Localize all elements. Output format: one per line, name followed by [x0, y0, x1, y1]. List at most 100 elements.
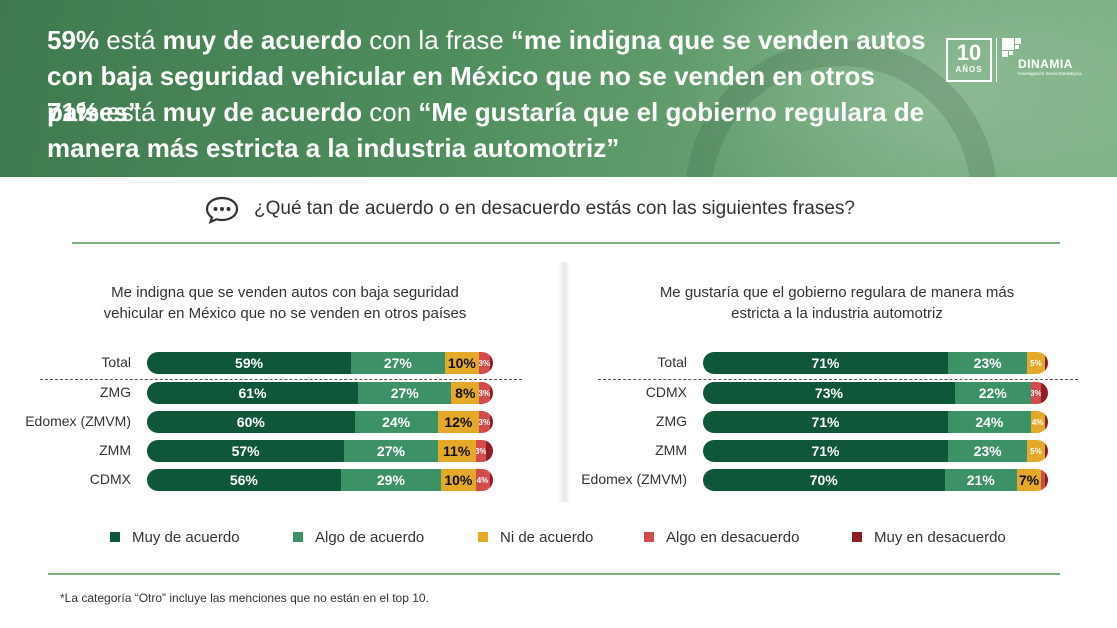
footnote: *La categoría “Otro” incluye las mencion… [60, 591, 429, 605]
legend-swatch [110, 532, 120, 542]
left-row-label-cdmx: CDMX [89, 471, 131, 487]
right-total-separator [598, 379, 1078, 380]
right-seg-edomex-zmvm-algo-de-acuerdo: 21% [944, 469, 1017, 491]
left-seg-zmg-algo-en-desacuerdo: 3% [479, 382, 490, 404]
panel-divider [558, 262, 570, 502]
logo-years: AÑOS [955, 65, 983, 74]
right-seg-cdmx-algo-en-desacuerdo: 3% [1030, 382, 1042, 404]
headline-1-pct: 59% [47, 25, 100, 55]
headline-2-emphasis: muy de acuerdo [162, 97, 363, 127]
left-bar-total: 59% 27% 10% 3% [147, 352, 493, 374]
right-seg-zmg-muy-en-desacuerdo [1044, 411, 1048, 433]
left-seg-edomex-zmvm-muy-de-acuerdo: 60% [147, 411, 355, 433]
legend-item-algo-de-acuerdo: Algo de acuerdo [293, 525, 424, 549]
logo-separator [996, 38, 997, 82]
left-seg-zmm-algo-en-desacuerdo: 3% [475, 440, 487, 462]
left-seg-zmm-algo-de-acuerdo: 27% [344, 440, 438, 462]
right-seg-edomex-zmvm-algo-en-desacuerdo [1041, 469, 1045, 491]
left-total-separator [40, 379, 522, 380]
right-seg-zmg-ni-de-acuerdo: 4% [1030, 411, 1045, 433]
right-bar-edomex-zmvm: 70% 21% 7% [703, 469, 1048, 491]
legend-label: Muy en desacuerdo [874, 528, 1006, 546]
header-banner: 59% está muy de acuerdo con la frase “me… [0, 0, 1117, 177]
headline-2-text-b: con [362, 97, 419, 127]
bottom-divider-line [48, 573, 1060, 575]
left-seg-zmg-muy-de-acuerdo: 61% [147, 382, 359, 404]
legend-label: Ni de acuerdo [500, 528, 594, 546]
legend-swatch [478, 532, 488, 542]
headline-1-end: . [140, 97, 149, 127]
right-seg-zmm-algo-de-acuerdo: 23% [947, 440, 1028, 462]
headline-1-text-a: está [99, 25, 163, 55]
dinamia-logo: 10 AÑOS DINAMIA Investigación Social Est… [946, 38, 1086, 82]
right-row-label-zmg: ZMG [655, 413, 687, 429]
left-seg-zmg-ni-de-acuerdo: 8% [451, 382, 480, 404]
right-panel-title: Me gustaría que el gobierno regulara de … [659, 284, 1015, 322]
right-seg-zmg-muy-de-acuerdo: 71% [703, 411, 948, 433]
chat-bubble-icon [205, 196, 239, 224]
right-seg-zmg-algo-de-acuerdo: 24% [947, 411, 1031, 433]
right-bar-zmm: 71% 23% 5% [703, 440, 1048, 462]
left-seg-cdmx-muy-de-acuerdo: 56% [147, 469, 341, 491]
legend: Muy de acuerdo Algo de acuerdo Ni de acuer… [0, 525, 1117, 549]
left-seg-edomex-zmvm-muy-en-desacuerdo [489, 411, 493, 433]
top-divider-line [72, 242, 1060, 244]
headline-1-emphasis: muy de acuerdo [162, 25, 363, 55]
dinamia-mark-icon [1002, 38, 1024, 64]
headline-2-pct: 71% [47, 97, 100, 127]
left-seg-edomex-zmvm-algo-en-desacuerdo: 3% [479, 411, 490, 433]
left-bar-cdmx: 56% 29% 10% 4% [147, 469, 493, 491]
right-row-label-total: Total [657, 354, 687, 370]
legend-item-algo-en-desacuerdo: Algo en desacuerdo [644, 525, 799, 549]
headline-2-quote: “Me gustaría que el gobierno regulara de… [47, 97, 925, 163]
right-seg-zmm-muy-en-desacuerdo [1044, 440, 1048, 462]
legend-swatch [293, 532, 303, 542]
left-seg-cdmx-muy-en-desacuerdo [489, 469, 493, 491]
right-seg-total-ni-de-acuerdo: 5% [1027, 352, 1045, 374]
logo-brand: DINAMIA [1018, 57, 1073, 71]
headline-1-text-b: con la frase [362, 25, 511, 55]
legend-label: Algo en desacuerdo [666, 528, 800, 546]
legend-item-muy-de-acuerdo: Muy de acuerdo [110, 525, 240, 549]
left-bar-zmm: 57% 27% 11% 3% [147, 440, 493, 462]
right-bar-total: 71% 23% 5% [703, 352, 1048, 374]
left-row-label-edomex-zmvm: Edomex (ZMVM) [25, 413, 131, 429]
right-seg-total-algo-de-acuerdo: 23% [947, 352, 1028, 374]
headline-1-quote: “me indigna que se venden autos con baja… [47, 25, 926, 127]
left-bar-edomex-zmvm: 60% 24% 12% 3% [147, 411, 493, 433]
left-seg-total-algo-en-desacuerdo: 3% [479, 352, 490, 374]
survey-question: ¿Qué tan de acuerdo o en desacuerdo está… [254, 198, 855, 219]
right-row-label-cdmx: CDMX [645, 384, 687, 400]
legend-item-ni-de-acuerdo: Ni de acuerdo [478, 525, 593, 549]
right-seg-edomex-zmvm-muy-de-acuerdo: 70% [703, 469, 945, 491]
right-bar-zmg: 71% 24% 4% [703, 411, 1048, 433]
left-seg-zmg-muy-en-desacuerdo [489, 382, 493, 404]
left-seg-zmm-muy-en-desacuerdo [486, 440, 493, 462]
legend-swatch [644, 532, 654, 542]
left-panel-title: Me indigna que se venden autos con baja … [103, 284, 467, 322]
left-seg-zmg-algo-de-acuerdo: 27% [358, 382, 452, 404]
left-seg-total-ni-de-acuerdo: 10% [444, 352, 480, 374]
left-seg-cdmx-ni-de-acuerdo: 10% [441, 469, 476, 491]
left-row-label-total: Total [101, 354, 131, 370]
left-seg-edomex-zmvm-algo-de-acuerdo: 24% [354, 411, 438, 433]
legend-swatch [852, 532, 862, 542]
left-seg-total-muy-de-acuerdo: 59% [147, 352, 352, 374]
left-seg-cdmx-algo-en-desacuerdo: 4% [475, 469, 490, 491]
right-seg-zmm-muy-de-acuerdo: 71% [703, 440, 948, 462]
right-seg-zmm-ni-de-acuerdo: 5% [1027, 440, 1045, 462]
right-seg-cdmx-muy-en-desacuerdo [1041, 382, 1048, 404]
left-seg-zmm-muy-de-acuerdo: 57% [147, 440, 345, 462]
left-bar-zmg: 61% 27% 8% 3% [147, 382, 493, 404]
right-seg-edomex-zmvm-ni-de-acuerdo: 7% [1016, 469, 1042, 491]
headline-2-text-a: está [99, 97, 163, 127]
right-seg-edomex-zmvm-muy-en-desacuerdo [1044, 469, 1048, 491]
logo-tagline: Investigación Social Estratégica [1018, 71, 1082, 76]
right-seg-cdmx-algo-de-acuerdo: 22% [954, 382, 1031, 404]
left-seg-total-muy-en-desacuerdo [489, 352, 493, 374]
right-bar-cdmx: 73% 22% 3% [703, 382, 1048, 404]
headline-2: 71% está muy de acuerdo con “Me gustaría… [47, 94, 927, 166]
right-seg-total-muy-en-desacuerdo [1044, 352, 1048, 374]
headline-1: 59% está muy de acuerdo con la frase “me… [47, 22, 927, 130]
left-seg-zmm-ni-de-acuerdo: 11% [437, 440, 476, 462]
